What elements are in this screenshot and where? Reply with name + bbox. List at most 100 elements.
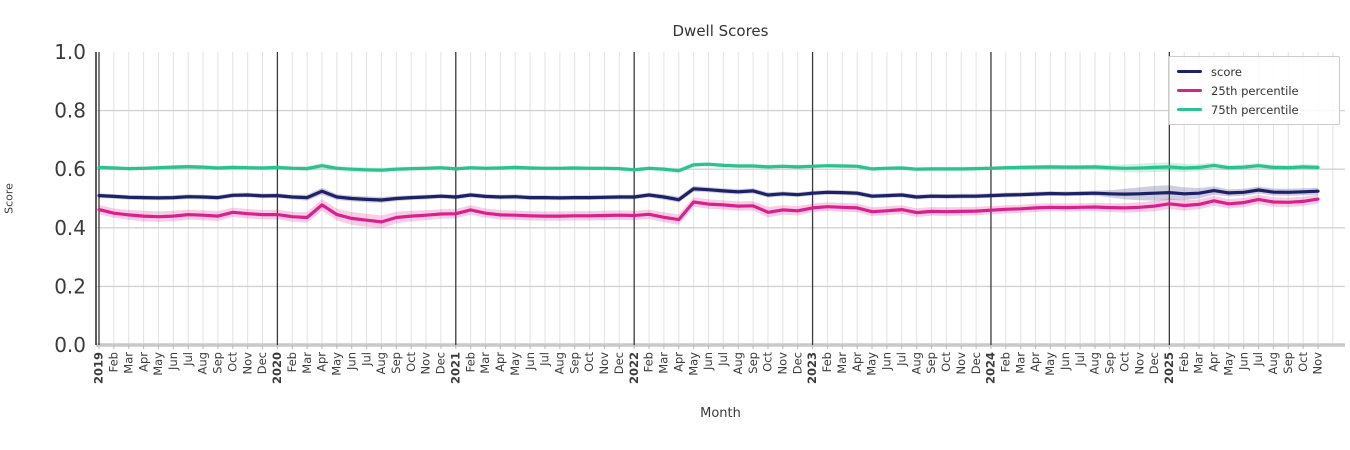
x-tick-label-month: Sep [567,352,581,374]
x-tick-label-month: Feb [107,352,121,372]
y-tick-label: 0.4 [54,216,86,240]
x-tick-label-month: Sep [389,352,403,374]
chart-title: Dwell Scores [672,22,769,40]
x-tick-label-month: Sep [1103,352,1117,374]
x-tick-label-month: Oct [761,352,775,372]
y-tick-label: 0.6 [54,157,86,181]
x-tick-label-month: Sep [211,352,225,374]
y-tick-label: 1.0 [54,40,86,64]
x-tick-label-month: Jun [880,352,894,371]
x-tick-label-month: May [330,352,344,376]
x-tick-label-month: Feb [820,352,834,372]
x-tick-label-month: Oct [1117,352,1131,372]
legend-item-score: score [1177,62,1331,81]
x-tick-label-month: May [686,352,700,376]
x-tick-label-month: Jun [344,352,358,371]
x-tick-label-month: Feb [463,352,477,372]
x-tick-label-month: Mar [478,352,492,374]
x-tick-label-month: Feb [642,352,656,372]
x-tick-label-month: Apr [671,352,685,372]
x-tick-label-month: Feb [998,352,1012,372]
x-tick-label-month: Jun [1236,352,1250,371]
x-tick-label-month: Nov [419,352,433,375]
legend-item-75th-percentile: 75th percentile [1177,100,1331,119]
x-tick-label-month: Mar [1013,352,1027,374]
x-tick-label-month: May [1221,352,1235,376]
x-tick-label-month: Sep [1281,352,1295,374]
x-tick-label-month: Mar [657,352,671,374]
x-tick-label-month: Oct [404,352,418,372]
legend-label: score [1211,64,1242,79]
ci-band-75th-percentile [99,162,1318,174]
x-tick-label-month: Feb [1177,352,1191,372]
x-tick-label-month: Nov [954,352,968,375]
x-tick-label-month: Apr [1207,352,1221,372]
x-tick-label-month: Dec [969,352,983,374]
x-tick-label-year: 2020 [270,352,284,384]
x-tick-label-month: Sep [746,352,760,374]
legend-line-swatch [1177,108,1202,111]
y-tick-label: 0.2 [54,274,86,298]
x-tick-label-month: Apr [136,352,150,372]
x-tick-label-month: Jul [1251,352,1265,367]
y-tick-label: 0.0 [54,333,86,357]
x-tick-label-month: Aug [374,352,388,374]
x-tick-label-month: Mar [300,352,314,374]
x-tick-label-month: Sep [924,352,938,374]
ci-band-25th-percentile [99,194,1318,229]
x-tick-label-month: Aug [1266,352,1280,374]
x-tick-label-month: Jun [701,352,715,371]
x-tick-label-month: Aug [1088,352,1102,374]
x-tick-label-month: Aug [553,352,567,374]
x-tick-label-month: Nov [1311,352,1325,375]
x-tick-label-month: Nov [240,352,254,375]
series-line-75th-percentile [97,162,1320,173]
y-tick-label: 0.8 [54,99,86,123]
x-tick-label-month: Apr [493,352,507,372]
x-tick-label-month: Oct [582,352,596,372]
x-tick-label-month: Nov [597,352,611,375]
x-tick-label-month: Jul [359,352,373,367]
series-line-25th-percentile [97,197,1320,224]
x-tick-label-month: Aug [731,352,745,374]
x-tick-label-month: Apr [1028,352,1042,372]
x-tick-label-month: Dec [790,352,804,374]
x-tick-label-month: Aug [196,352,210,374]
x-tick-label-month: Mar [835,352,849,374]
x-tick-label-month: Apr [315,352,329,372]
legend-label: 75th percentile [1211,102,1299,117]
x-tick-label-month: Nov [776,352,790,375]
x-tick-label-month: May [151,352,165,376]
x-tick-label-year: 2021 [448,352,462,384]
x-tick-label-month: May [865,352,879,376]
x-tick-label-month: Mar [1192,352,1206,374]
x-tick-label-month: Dec [1147,352,1161,374]
x-tick-label-month: Jul [894,352,908,367]
x-tick-label-month: Oct [1296,352,1310,372]
x-tick-label-month: Jun [523,352,537,371]
x-tick-label-month: Jul [538,352,552,367]
x-tick-label-month: Jun [1058,352,1072,371]
x-tick-label-month: Jul [1073,352,1087,367]
x-axis-label: Month [700,406,741,421]
legend-label: 25th percentile [1211,83,1299,98]
x-tick-label-month: Oct [939,352,953,372]
x-tick-label-month: Oct [225,352,239,372]
x-tick-label-month: Dec [612,352,626,374]
x-tick-label-year: 2025 [1162,352,1176,384]
legend-line-swatch [1177,89,1202,92]
x-tick-label-year: 2022 [627,352,641,384]
x-tick-label-month: Apr [850,352,864,372]
legend: score 25th percentile 75th percentile [1168,56,1340,125]
x-tick-label-month: Jun [166,352,180,371]
x-tick-label-month: Nov [1132,352,1146,375]
x-tick-label-month: Jul [716,352,730,367]
x-tick-label-month: Feb [285,352,299,372]
series-line-score [97,187,1320,202]
x-tick-label-month: May [1043,352,1057,376]
x-tick-label-month: Dec [434,352,448,374]
legend-item-25th-percentile: 25th percentile [1177,81,1331,100]
x-tick-label-month: Mar [121,352,135,374]
